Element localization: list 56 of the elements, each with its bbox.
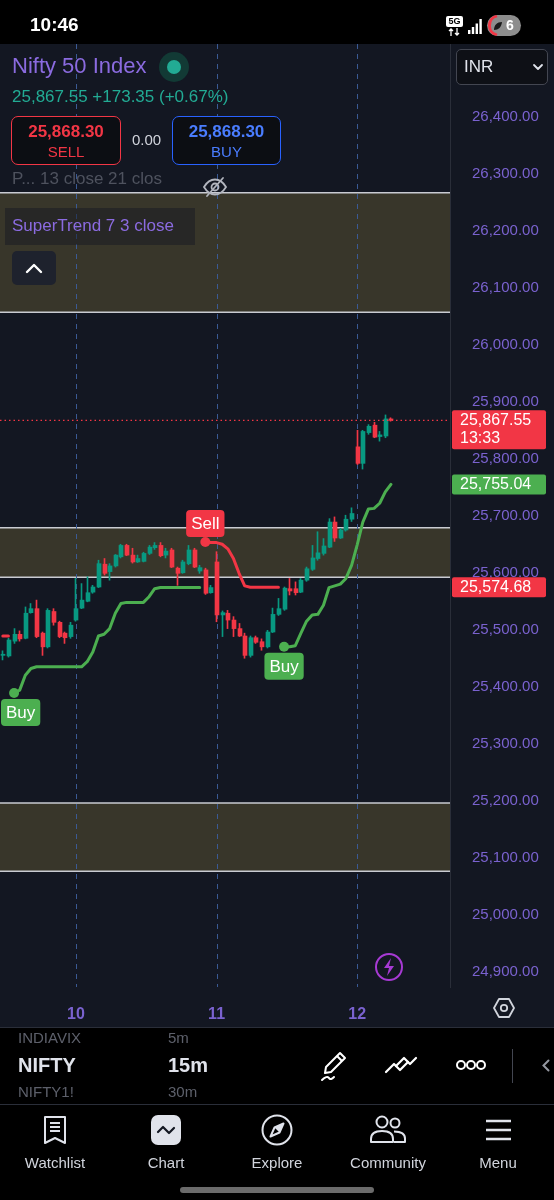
y-tick-label: 25,600.00: [472, 562, 539, 580]
text: NIFTY: [18, 1054, 76, 1077]
text: 15m: [168, 1054, 209, 1077]
x-tick-label: 12: [348, 1005, 367, 1023]
text: Chart: [146, 1154, 186, 1171]
annotation: P... 13 close 21 clos: [12, 169, 162, 189]
y-tick-label: 26,400.00: [472, 107, 539, 125]
y-tick-label: 25,800.00: [472, 448, 539, 466]
y-tick-label: 26,300.00: [472, 164, 539, 182]
text: 10:46: [30, 14, 79, 36]
text: NIFTY1!: [18, 1083, 74, 1100]
text: INDIAVIX: [18, 1029, 82, 1046]
sell-button: 25,868.30 SELL: [11, 116, 121, 165]
text: Community: [349, 1154, 427, 1171]
buy-button: 25,868.30 BUY: [172, 116, 281, 165]
indicator-label-box: SuperTrend 7 3 close: [5, 208, 195, 245]
annotation: SELL: [46, 143, 86, 160]
y-tick-label: 25,300.00: [472, 733, 539, 751]
annotation: SuperTrend 7 3 close: [12, 216, 174, 236]
battery-icon: 6: [487, 15, 521, 36]
y-tick-label: 25,200.00: [472, 790, 539, 808]
annotation: BUY: [210, 143, 243, 160]
annotation: 25,868.30: [187, 122, 266, 142]
y-tick-label: 26,100.00: [472, 278, 539, 296]
data-label: Sell: [191, 514, 220, 534]
ref-line-label: 25,867.55: [460, 411, 532, 429]
y-tick-label: 25,500.00: [472, 619, 539, 637]
x-tick-label: 10: [67, 1005, 85, 1023]
text: Menu: [478, 1154, 518, 1171]
data-label: Buy: [269, 657, 300, 677]
text: 5m: [168, 1029, 189, 1046]
y-tick-label: 25,100.00: [472, 847, 539, 865]
point: [279, 641, 290, 652]
point: [200, 537, 211, 547]
x-tick-label: 11: [208, 1005, 226, 1023]
y-tick-label: 25,900.00: [472, 391, 539, 409]
y-tick-label: 25,000.00: [472, 904, 539, 922]
text: 25,755.04: [460, 475, 532, 493]
text: Explore: [250, 1154, 304, 1171]
annotation: 25,868.30: [27, 122, 105, 142]
y-tick-label: 24,900.00: [472, 961, 539, 979]
text: 30m: [168, 1083, 198, 1100]
y-tick-label: 26,000.00: [472, 334, 539, 352]
network-icon: 5G: [446, 16, 463, 27]
y-tick-label: 25,400.00: [472, 676, 539, 694]
data-label: Buy: [6, 703, 36, 723]
y-tick-label: 26,200.00: [472, 221, 539, 239]
annotation: 0.00: [132, 131, 162, 148]
text: 25,574.68: [460, 578, 532, 596]
currency-dropdown: INR: [456, 49, 548, 85]
point: [9, 687, 20, 698]
text: 25,867.55 +173.35 (+0.67%): [12, 87, 229, 107]
chart-title: Nifty 50 Index: [12, 53, 147, 79]
y-tick-label: 25,700.00: [472, 505, 539, 523]
text: Watchlist: [23, 1154, 87, 1171]
text: 13:33: [460, 429, 501, 447]
